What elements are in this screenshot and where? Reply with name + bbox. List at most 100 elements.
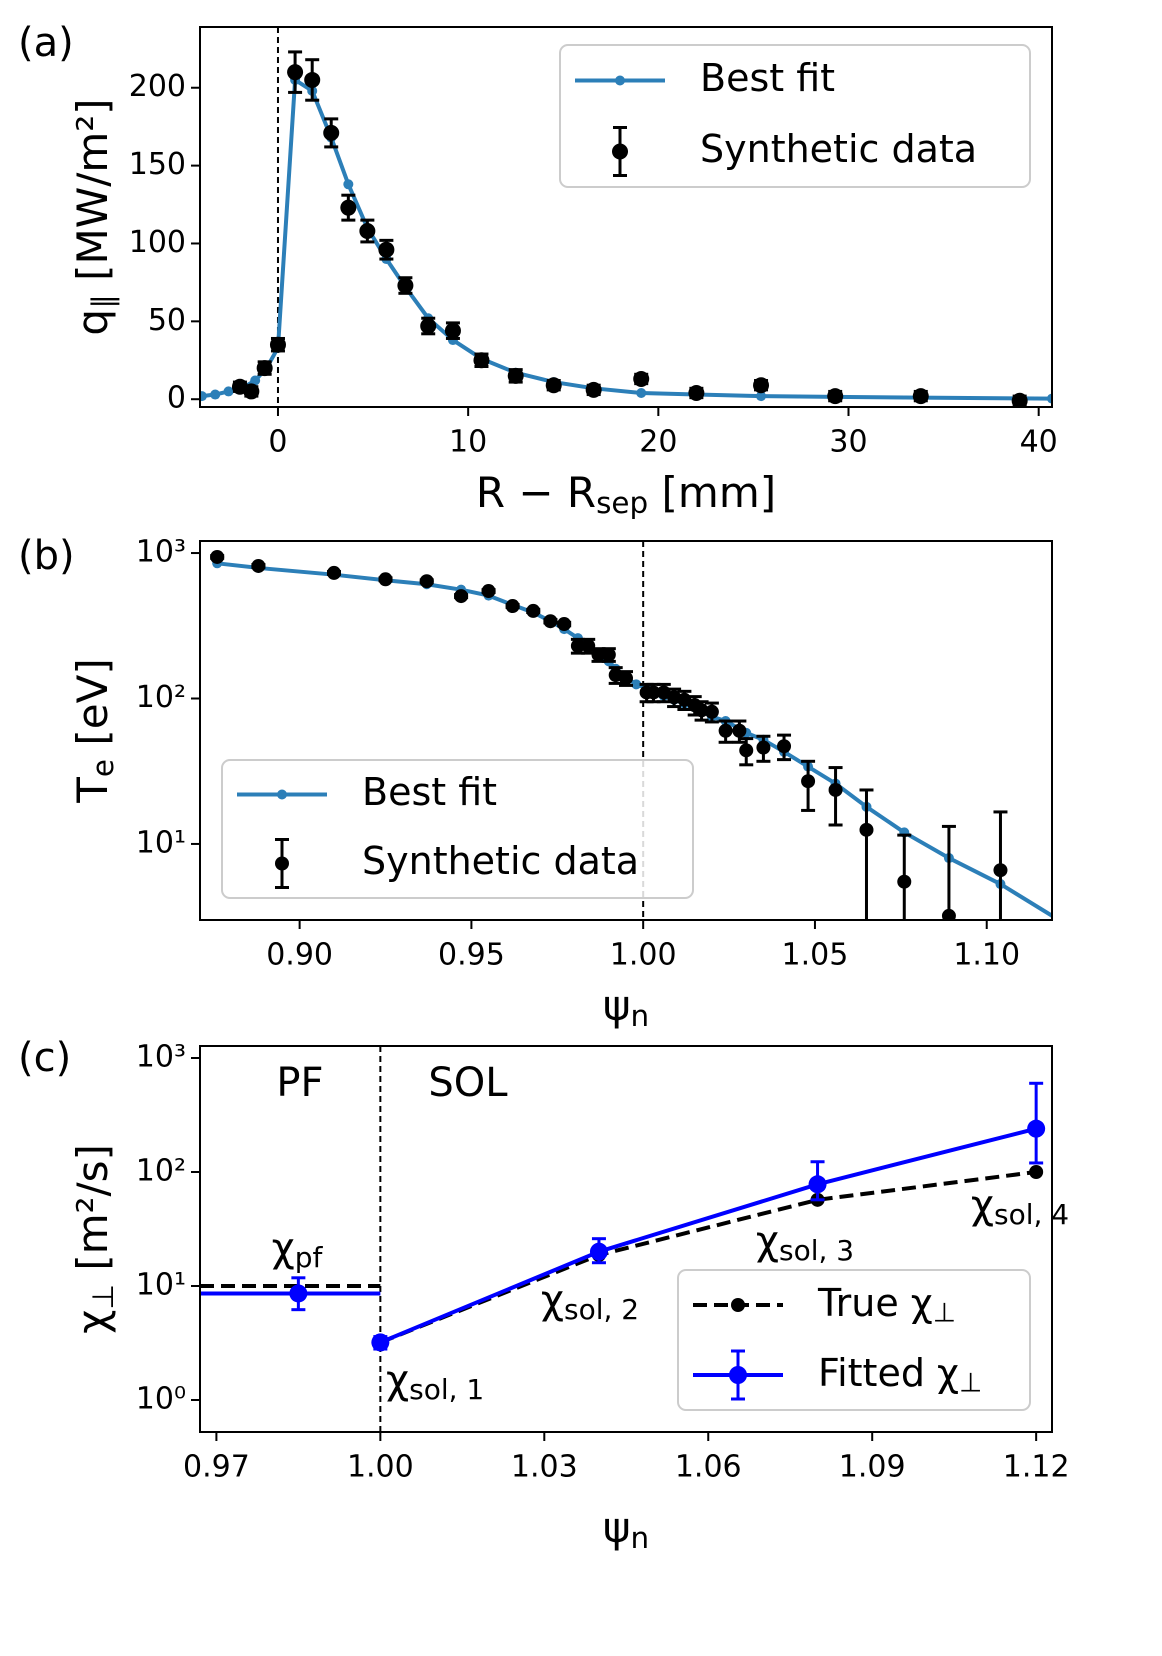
subscript: sol, 4 <box>994 1198 1069 1231</box>
legend-label: True χ⊥ <box>817 1281 956 1328</box>
text-part: R − R <box>476 468 596 517</box>
marker <box>828 782 843 797</box>
marker <box>859 822 874 837</box>
legend: Best fit Synthetic data <box>559 44 1031 188</box>
subscript: ∥ <box>86 294 120 309</box>
text-part: [eV] <box>68 658 117 759</box>
marker <box>420 318 437 335</box>
legend: True χ⊥ Fitted χ⊥ <box>677 1269 1031 1411</box>
y-tick-label: 10¹ <box>136 825 186 860</box>
text-part: Fitted χ <box>818 1351 959 1395</box>
marker <box>1027 1119 1046 1138</box>
legend-swatch-marker <box>731 1298 745 1312</box>
x-tick-label: 1.03 <box>511 1450 578 1485</box>
marker <box>323 124 340 141</box>
marker <box>1029 1164 1044 1179</box>
marker <box>481 584 496 599</box>
text-part: ψ <box>603 981 631 1030</box>
marker <box>941 908 956 920</box>
marker <box>633 370 650 387</box>
marker <box>473 352 490 369</box>
marker <box>454 589 469 604</box>
legend-label: Synthetic data <box>700 127 977 171</box>
axes-frame <box>199 1045 1053 1433</box>
marker <box>340 199 357 216</box>
marker <box>694 703 709 718</box>
plot-area <box>200 27 1052 407</box>
legend-swatch-marker <box>277 789 287 800</box>
text-part: χ <box>971 1182 994 1228</box>
annotation: χsol, 2 <box>541 1277 639 1326</box>
marker <box>251 558 266 573</box>
marker <box>543 614 558 629</box>
y-axis-label: χ⊥ [m²/s] <box>68 1144 120 1334</box>
subscript: e <box>86 759 120 777</box>
legend-label: Best fit <box>362 770 497 814</box>
x-tick-label: 0.95 <box>438 938 505 973</box>
marker <box>526 603 541 618</box>
marker <box>646 685 661 700</box>
marker <box>718 723 733 738</box>
legend-frame <box>559 44 1031 188</box>
marker <box>732 723 747 738</box>
marker <box>269 336 286 353</box>
y-tick-label: 100 <box>129 225 186 260</box>
y-tick-label: 10¹ <box>136 1267 186 1302</box>
panel-label: (c) <box>18 1035 71 1081</box>
marker <box>378 572 393 587</box>
plot-area <box>200 1046 1046 1432</box>
marker <box>801 774 816 789</box>
x-tick-label: 0.97 <box>183 1450 250 1485</box>
marker <box>1011 392 1028 407</box>
text-part: [mm] <box>648 468 776 517</box>
marker <box>827 388 844 405</box>
error-bar <box>859 788 874 920</box>
annotation: SOL <box>428 1060 508 1106</box>
x-tick-label: 10 <box>449 425 487 460</box>
marker <box>378 241 395 258</box>
marker <box>397 277 414 294</box>
marker <box>256 360 273 377</box>
legend-swatch-marker <box>729 1366 747 1384</box>
y-tick-label: 10² <box>136 680 186 715</box>
marker <box>223 386 234 397</box>
x-tick-label: 1.00 <box>610 938 677 973</box>
x-tick-label: 0 <box>268 425 287 460</box>
legend-swatch-marker <box>615 75 625 86</box>
legend-label: Synthetic data <box>362 839 639 883</box>
marker <box>557 617 572 632</box>
marker <box>505 599 520 614</box>
legend: Best fit Synthetic data <box>221 759 694 899</box>
marker <box>343 179 354 190</box>
marker <box>777 739 792 754</box>
annotation: χsol, 1 <box>386 1357 484 1406</box>
x-tick-label: 1.00 <box>347 1450 414 1485</box>
marker <box>581 638 596 653</box>
legend-swatch-marker <box>275 856 289 871</box>
x-tick-label: 40 <box>1020 425 1058 460</box>
y-tick-label: 10⁰ <box>136 1382 186 1417</box>
marker <box>1047 393 1052 404</box>
annotation: χsol, 3 <box>756 1218 854 1267</box>
marker <box>200 391 207 402</box>
x-tick-label: 20 <box>639 425 677 460</box>
x-tick-label: 0.90 <box>266 938 333 973</box>
marker <box>619 671 633 686</box>
text-part: True χ <box>817 1281 933 1325</box>
subscript: ⊥ <box>959 1367 982 1398</box>
subscript: sol, 1 <box>409 1373 484 1406</box>
marker <box>591 647 606 662</box>
text-part: T <box>68 777 117 804</box>
panel-label: (b) <box>18 533 75 579</box>
series-line <box>379 1126 1037 1345</box>
marker <box>419 574 434 589</box>
marker <box>289 1284 308 1303</box>
marker <box>739 743 754 758</box>
subscript: n <box>631 1521 650 1555</box>
marker <box>912 388 929 405</box>
subscript: sol, 3 <box>779 1234 854 1267</box>
marker <box>636 387 647 398</box>
marker <box>507 367 524 384</box>
